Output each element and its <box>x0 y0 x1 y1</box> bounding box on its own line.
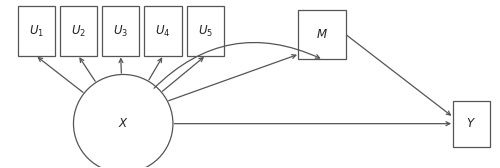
Text: $U_2$: $U_2$ <box>71 24 86 39</box>
Text: $U_1$: $U_1$ <box>28 24 44 39</box>
Text: $Y$: $Y$ <box>466 117 476 130</box>
Text: $X$: $X$ <box>118 117 128 130</box>
Bar <box>452 100 490 147</box>
Bar <box>298 10 346 59</box>
Bar <box>60 6 97 56</box>
Bar <box>144 6 182 56</box>
Bar <box>186 6 224 56</box>
FancyArrowPatch shape <box>162 58 203 91</box>
FancyArrowPatch shape <box>168 55 296 101</box>
Bar <box>18 6 55 56</box>
Text: $U_4$: $U_4$ <box>156 24 170 39</box>
FancyArrowPatch shape <box>38 58 83 92</box>
Text: $U_5$: $U_5$ <box>198 24 213 39</box>
Bar <box>102 6 140 56</box>
FancyArrowPatch shape <box>119 59 123 73</box>
Text: $U_3$: $U_3$ <box>113 24 128 39</box>
FancyArrowPatch shape <box>149 58 162 80</box>
FancyArrowPatch shape <box>174 122 450 126</box>
FancyArrowPatch shape <box>154 43 320 88</box>
Text: $M$: $M$ <box>316 28 328 41</box>
Ellipse shape <box>74 74 173 168</box>
FancyArrowPatch shape <box>80 58 95 81</box>
FancyArrowPatch shape <box>347 35 451 115</box>
